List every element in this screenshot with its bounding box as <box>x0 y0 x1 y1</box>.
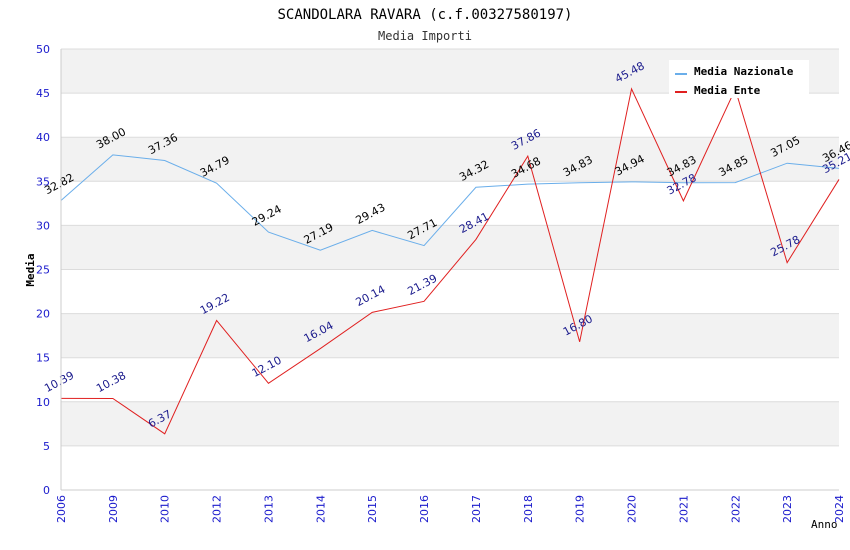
y-tick-label: 40 <box>36 131 50 144</box>
y-tick-label: 20 <box>36 308 50 321</box>
x-axis-title: Anno <box>811 518 838 531</box>
x-tick-label: 2015 <box>366 495 379 523</box>
legend-box <box>669 60 809 98</box>
x-tick-label: 2013 <box>262 495 275 523</box>
chart-title: SCANDOLARA RAVARA (c.f.00327580197) <box>277 7 572 23</box>
x-tick-label: 2012 <box>211 495 224 523</box>
legend: Media Nazionale Media Ente <box>669 60 809 98</box>
y-tick-label: 5 <box>43 440 50 453</box>
y-tick-label: 25 <box>36 264 50 277</box>
x-axis: 2006 2009 2010 2012 2013 2014 2015 2016 2017 2018… <box>55 489 846 523</box>
x-tick-label: 2018 <box>522 495 535 523</box>
x-tick-label: 2019 <box>574 495 587 523</box>
y-axis: 0 5 10 15 20 25 30 35 40 45 50 <box>36 43 62 497</box>
x-tick-label: 2020 <box>626 495 639 523</box>
x-tick-label: 2010 <box>159 495 172 523</box>
plot-band <box>61 313 839 358</box>
y-tick-label: 50 <box>36 43 50 56</box>
y-tick-label: 15 <box>36 352 50 365</box>
chart-subtitle: Media Importi <box>378 29 472 43</box>
x-tick-label: 2014 <box>314 495 327 523</box>
y-tick-label: 45 <box>36 87 50 100</box>
gridlines <box>61 48 839 491</box>
data-label: 29.24 <box>250 202 284 228</box>
y-tick-label: 0 <box>43 484 50 497</box>
series-lines <box>60 87 840 435</box>
plot-band <box>61 225 839 270</box>
y-tick-label: 30 <box>36 219 50 232</box>
y-tick-label: 10 <box>36 396 50 409</box>
legend-label-media-nazionale: Media Nazionale <box>694 65 794 78</box>
x-tick-label: 2009 <box>107 495 120 523</box>
data-label: 29.43 <box>354 201 388 227</box>
plot-band <box>61 401 839 446</box>
data-label: 20.14 <box>354 283 388 309</box>
x-tick-label: 2022 <box>729 495 742 523</box>
data-label: 10.38 <box>94 369 128 395</box>
data-label: 21.39 <box>405 272 439 298</box>
x-tick-label: 2021 <box>677 495 690 523</box>
series-line-media-ente <box>60 87 840 435</box>
x-tick-label: 2024 <box>833 495 846 523</box>
y-tick-label: 35 <box>36 175 50 188</box>
series-line-media-nazionale <box>60 154 840 251</box>
plot-background <box>61 49 839 446</box>
y-axis-title: Media <box>24 253 37 286</box>
x-tick-label: 2016 <box>418 495 431 523</box>
legend-label-media-ente: Media Ente <box>694 84 761 97</box>
x-tick-label: 2023 <box>781 495 794 523</box>
x-tick-label: 2017 <box>470 495 483 523</box>
data-label: 10.39 <box>42 369 76 395</box>
x-tick-label: 2006 <box>55 495 68 523</box>
